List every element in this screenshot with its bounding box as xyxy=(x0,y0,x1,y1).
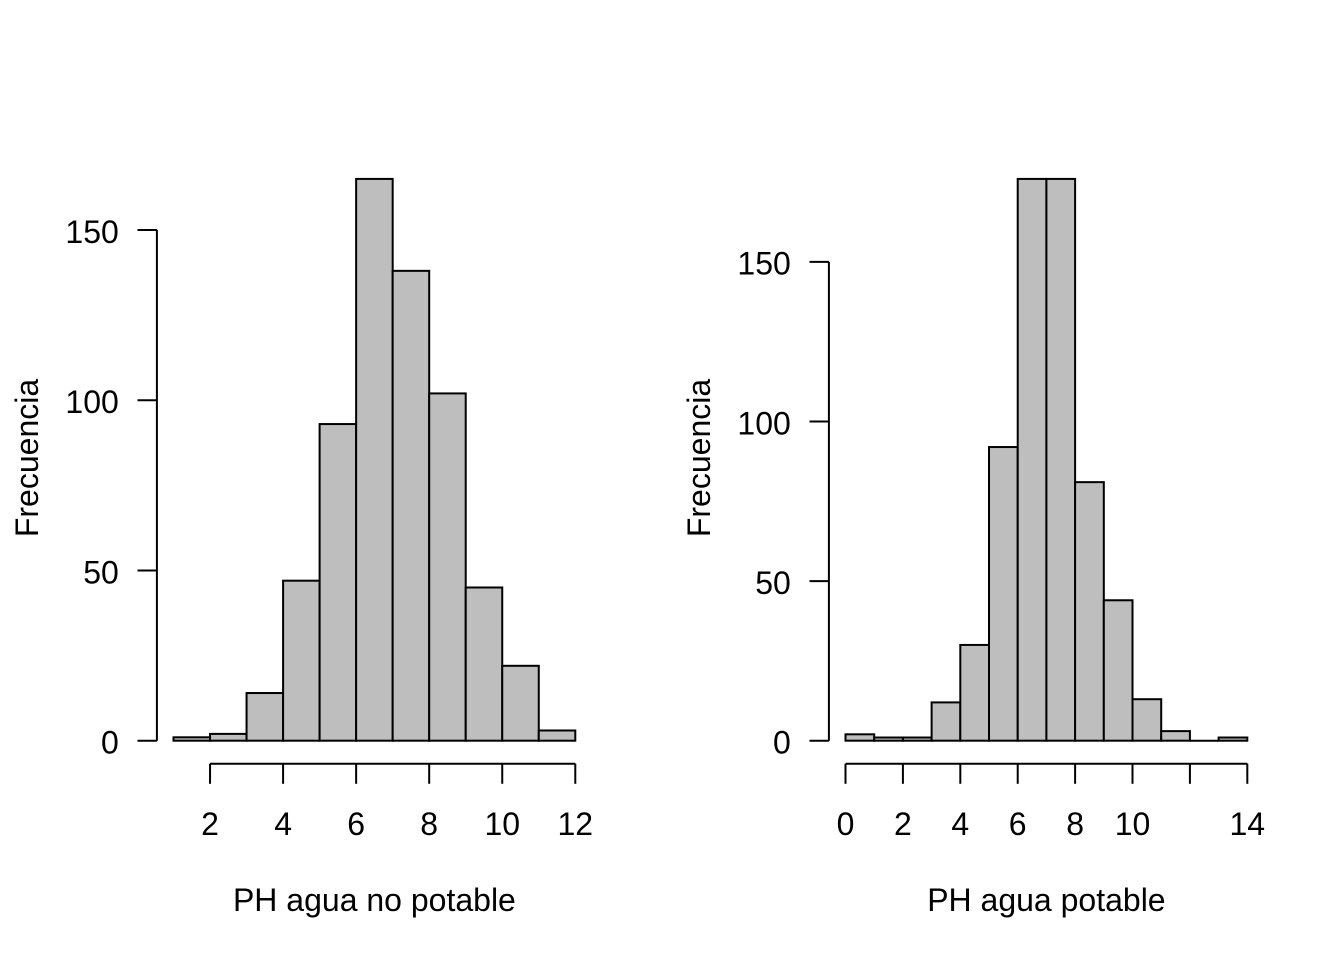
svg-text:4: 4 xyxy=(951,806,969,842)
svg-text:0: 0 xyxy=(773,725,791,761)
svg-text:PH agua no potable: PH agua no potable xyxy=(233,882,516,918)
svg-text:150: 150 xyxy=(737,246,790,282)
svg-text:8: 8 xyxy=(1066,806,1084,842)
svg-text:PH agua potable: PH agua potable xyxy=(927,882,1165,918)
svg-text:12: 12 xyxy=(557,806,593,842)
svg-text:10: 10 xyxy=(484,806,520,842)
svg-text:8: 8 xyxy=(420,806,438,842)
svg-text:0: 0 xyxy=(101,725,119,761)
svg-text:6: 6 xyxy=(1009,806,1027,842)
svg-text:4: 4 xyxy=(274,806,292,842)
svg-text:100: 100 xyxy=(65,384,118,420)
svg-text:Frecuencia: Frecuencia xyxy=(9,379,45,538)
svg-text:150: 150 xyxy=(65,214,118,250)
svg-text:Frecuencia: Frecuencia xyxy=(681,379,717,538)
svg-text:0: 0 xyxy=(837,806,855,842)
svg-text:100: 100 xyxy=(737,405,790,441)
svg-text:2: 2 xyxy=(894,806,912,842)
svg-text:14: 14 xyxy=(1230,806,1266,842)
svg-text:2: 2 xyxy=(201,806,219,842)
svg-text:50: 50 xyxy=(83,554,119,590)
svg-text:50: 50 xyxy=(755,565,791,601)
svg-text:6: 6 xyxy=(347,806,365,842)
svg-text:10: 10 xyxy=(1115,806,1151,842)
